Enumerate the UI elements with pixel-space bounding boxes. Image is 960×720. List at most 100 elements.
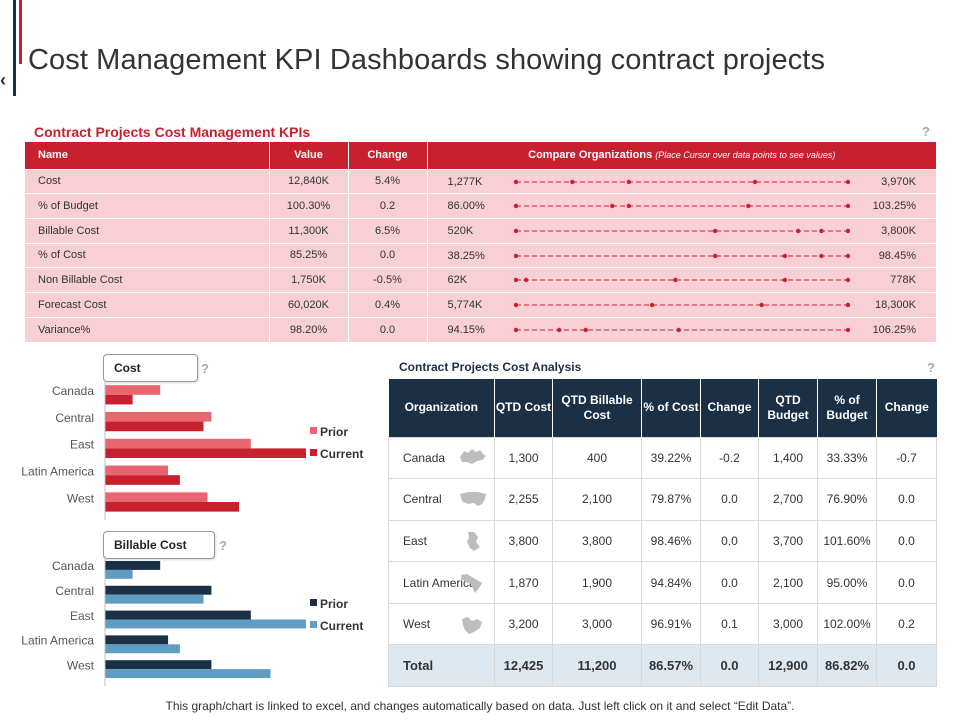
compare-data-point[interactable] bbox=[818, 253, 824, 258]
compare-data-point[interactable] bbox=[845, 327, 850, 332]
billable-bar-current[interactable] bbox=[105, 569, 133, 579]
compare-data-point[interactable] bbox=[845, 278, 850, 283]
compare-data-point[interactable] bbox=[782, 278, 787, 283]
cost-category-label: Central bbox=[55, 411, 94, 425]
kpi-compare-dotplot[interactable] bbox=[513, 250, 850, 262]
compare-data-point[interactable] bbox=[609, 204, 614, 209]
kpi-row: Forecast Cost 60,020K 0.4% 5,774K 18,300K bbox=[25, 292, 936, 318]
kpi-compare-cell[interactable]: 520K 3,800K bbox=[427, 217, 936, 244]
kpi-value-cell: 100.30% bbox=[269, 193, 349, 219]
kpi-compare-max: 3,800K bbox=[881, 224, 916, 237]
compare-data-point[interactable] bbox=[513, 253, 518, 258]
compare-data-point[interactable] bbox=[745, 204, 751, 209]
cost-bar-prior[interactable] bbox=[105, 438, 251, 449]
compare-data-point[interactable] bbox=[513, 204, 518, 209]
chevron-left-icon[interactable]: ‹ bbox=[0, 70, 6, 90]
billable-bar-current[interactable] bbox=[105, 669, 271, 679]
cost-legend-swatch bbox=[310, 449, 317, 456]
analysis-total-budget: 12,900 bbox=[758, 644, 818, 688]
compare-data-point[interactable] bbox=[758, 302, 764, 308]
cost-bar-prior[interactable] bbox=[105, 411, 212, 422]
compare-data-point[interactable] bbox=[712, 228, 717, 234]
compare-data-point[interactable] bbox=[649, 302, 654, 308]
billable-bar-current[interactable] bbox=[105, 644, 180, 654]
cost-bar-chart: Canada Central East Latin America West Prior C… bbox=[0, 380, 380, 520]
cost-bar-current[interactable] bbox=[105, 475, 180, 485]
kpi-compare-dotplot[interactable] bbox=[513, 299, 850, 311]
compare-data-point[interactable] bbox=[845, 253, 850, 258]
compare-data-point[interactable] bbox=[626, 179, 631, 184]
cost-bar-current[interactable] bbox=[105, 394, 133, 405]
billable-bar-current[interactable] bbox=[105, 594, 204, 604]
compare-data-point[interactable] bbox=[556, 327, 561, 332]
kpi-compare-cell[interactable]: 62K 778K bbox=[427, 267, 936, 293]
kpi-name-cell: Cost bbox=[25, 168, 270, 194]
kpi-name-cell: Variance% bbox=[25, 316, 270, 342]
billable-bar-prior[interactable] bbox=[105, 585, 212, 595]
billable-chart-help-icon[interactable]: ? bbox=[219, 538, 227, 553]
cost-chart-help-icon[interactable]: ? bbox=[201, 361, 209, 376]
cost-chart-label: Cost bbox=[103, 354, 198, 382]
compare-data-point[interactable] bbox=[513, 302, 518, 308]
billable-bar-current[interactable] bbox=[105, 619, 306, 629]
cost-bar-current[interactable] bbox=[105, 448, 306, 459]
billable-bar-prior[interactable] bbox=[105, 660, 212, 670]
analysis-billable-cell: 2,100 bbox=[552, 478, 642, 521]
analysis-header-cell: QTD Cost bbox=[494, 379, 553, 437]
analysis-change2-cell: 0.2 bbox=[876, 602, 937, 646]
compare-data-point[interactable] bbox=[845, 302, 850, 308]
compare-data-point[interactable] bbox=[513, 179, 518, 184]
compare-data-point[interactable] bbox=[845, 204, 850, 209]
kpi-compare-cell[interactable]: 5,774K 18,300K bbox=[427, 292, 936, 318]
billable-category-label: West bbox=[67, 658, 95, 672]
kpi-compare-dotplot[interactable] bbox=[513, 225, 850, 237]
latin-america-map-icon-shape bbox=[461, 574, 482, 594]
billable-bar-prior[interactable] bbox=[105, 560, 161, 570]
analysis-pct-budget-cell: 33.33% bbox=[817, 436, 877, 480]
compare-data-point[interactable] bbox=[513, 327, 518, 332]
cost-bar-prior[interactable] bbox=[105, 385, 161, 395]
kpi-compare-dotplot[interactable] bbox=[513, 274, 850, 286]
analysis-pct-budget-cell: 76.90% bbox=[817, 478, 877, 521]
cost-bar-prior[interactable] bbox=[105, 492, 208, 502]
compare-data-point[interactable] bbox=[795, 228, 800, 234]
analysis-row: Central 2,255 2,100 79.87% 0.0 2,700 76.90% 0.0 bbox=[388, 478, 937, 521]
compare-data-point[interactable] bbox=[818, 228, 824, 234]
analysis-header-cell: QTD Billable Cost bbox=[552, 379, 642, 437]
kpi-row: % of Cost 85.25% 0.0 38.25% 98.45% bbox=[25, 242, 936, 268]
compare-data-point[interactable] bbox=[712, 253, 717, 258]
kpi-compare-dotplot[interactable] bbox=[513, 176, 850, 188]
compare-data-point[interactable] bbox=[675, 327, 681, 332]
compare-data-point[interactable] bbox=[845, 228, 850, 234]
cost-bar-prior[interactable] bbox=[105, 465, 169, 476]
kpi-compare-dotplot[interactable] bbox=[513, 324, 850, 336]
compare-data-point[interactable] bbox=[845, 179, 850, 184]
kpi-help-icon[interactable]: ? bbox=[922, 124, 930, 139]
east-map-icon-shape bbox=[467, 531, 480, 551]
billable-bar-prior[interactable] bbox=[105, 635, 169, 645]
kpi-header-row: Name Value Change Compare Organizations … bbox=[25, 142, 936, 169]
compare-data-point[interactable] bbox=[513, 228, 518, 234]
compare-data-point[interactable] bbox=[672, 278, 678, 283]
compare-data-point[interactable] bbox=[569, 179, 575, 184]
kpi-compare-cell[interactable]: 38.25% 98.45% bbox=[427, 242, 936, 268]
kpi-compare-cell[interactable]: 94.15% 106.25% bbox=[427, 316, 936, 342]
analysis-help-icon[interactable]: ? bbox=[927, 360, 935, 375]
compare-data-point[interactable] bbox=[513, 278, 518, 283]
kpi-compare-max: 18,300K bbox=[875, 299, 916, 312]
compare-data-point[interactable] bbox=[583, 327, 588, 332]
cost-bar-current[interactable] bbox=[105, 421, 204, 432]
compare-data-point[interactable] bbox=[782, 253, 787, 258]
compare-data-point[interactable] bbox=[626, 204, 631, 209]
kpi-compare-min: 520K bbox=[447, 224, 474, 237]
compare-data-point[interactable] bbox=[523, 278, 528, 283]
compare-data-point[interactable] bbox=[752, 179, 757, 184]
kpi-compare-cell[interactable]: 86.00% 103.25% bbox=[427, 193, 936, 219]
analysis-change2-cell: 0.0 bbox=[876, 519, 937, 563]
billable-chart-svg: Canada Central East Latin America West Prior C… bbox=[21, 556, 363, 686]
kpi-compare-cell[interactable]: 1,277K 3,970K bbox=[427, 168, 936, 194]
west-map-icon bbox=[462, 616, 482, 634]
kpi-compare-dotplot[interactable] bbox=[513, 200, 850, 212]
cost-bar-current[interactable] bbox=[105, 501, 239, 512]
billable-bar-prior[interactable] bbox=[105, 610, 251, 620]
